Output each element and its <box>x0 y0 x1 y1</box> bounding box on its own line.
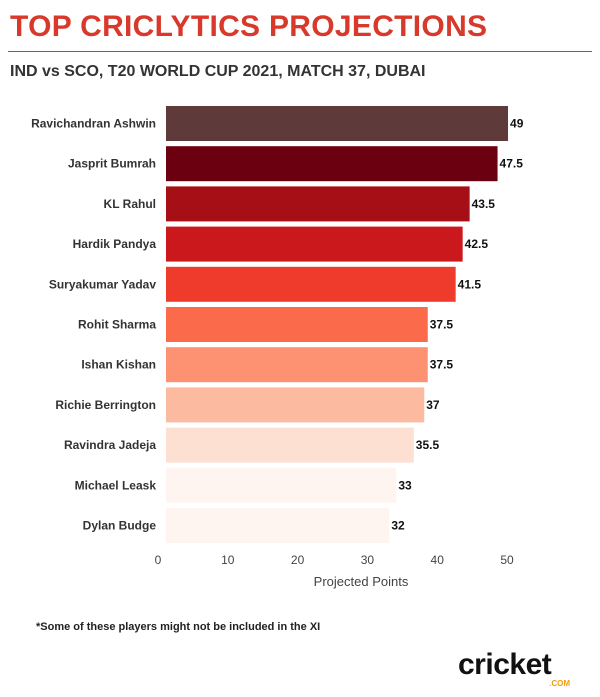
value-label: 37 <box>426 398 440 412</box>
category-label: Suryakumar Yadav <box>49 277 157 291</box>
bar <box>166 106 509 141</box>
category-label: Jasprit Bumrah <box>68 157 156 171</box>
category-label: Hardik Pandya <box>73 237 157 251</box>
bar <box>166 186 470 222</box>
x-tick-label: 50 <box>500 553 514 567</box>
bar <box>166 467 397 503</box>
value-label: 41.5 <box>458 277 482 291</box>
x-axis-title: Projected Points <box>314 574 409 589</box>
x-tick-label: 10 <box>221 553 235 567</box>
value-label: 32 <box>391 519 405 533</box>
x-tick-label: 40 <box>431 553 445 567</box>
category-label: Ravichandran Ashwin <box>31 117 156 131</box>
x-tick-label: 30 <box>361 553 375 567</box>
cricket-com-logo: cricket .COM <box>458 648 574 688</box>
bar <box>166 387 425 423</box>
category-label: KL Rahul <box>104 197 156 211</box>
value-label: 43.5 <box>472 197 496 211</box>
logo-wordmark: cricket <box>458 648 552 681</box>
bar <box>166 307 428 342</box>
bar <box>166 266 456 302</box>
value-label: 47.5 <box>500 157 524 171</box>
value-label: 33 <box>398 478 412 492</box>
bar <box>166 146 498 182</box>
category-label: Rohit Sharma <box>78 318 156 332</box>
value-label: 37.5 <box>430 318 454 332</box>
value-label: 42.5 <box>465 237 489 251</box>
footnote: *Some of these players might not be incl… <box>36 621 321 633</box>
bar <box>166 508 390 543</box>
page-subtitle: IND vs SCO, T20 WORLD CUP 2021, MATCH 37… <box>10 63 426 80</box>
category-label: Michael Leask <box>75 478 157 492</box>
value-label: 49 <box>510 117 524 131</box>
value-label: 37.5 <box>430 358 454 372</box>
category-label: Dylan Budge <box>83 519 157 533</box>
bar <box>166 347 428 383</box>
bar <box>166 427 414 463</box>
logo-domain: .COM <box>549 679 570 688</box>
bar-chart: Ravichandran Ashwin 49 Jasprit Bumrah 47.5 K… <box>31 106 524 589</box>
category-label: Ishan Kishan <box>81 358 156 372</box>
page-title: TOP CRICLYTICS PROJECTIONS <box>10 10 488 43</box>
category-label: Richie Berrington <box>55 398 156 412</box>
category-label: Ravindra Jadeja <box>64 438 156 452</box>
x-tick-label: 20 <box>291 553 305 567</box>
title-divider <box>8 51 592 52</box>
value-label: 35.5 <box>416 438 440 452</box>
x-tick-label: 0 <box>155 553 162 567</box>
bar <box>166 226 463 262</box>
